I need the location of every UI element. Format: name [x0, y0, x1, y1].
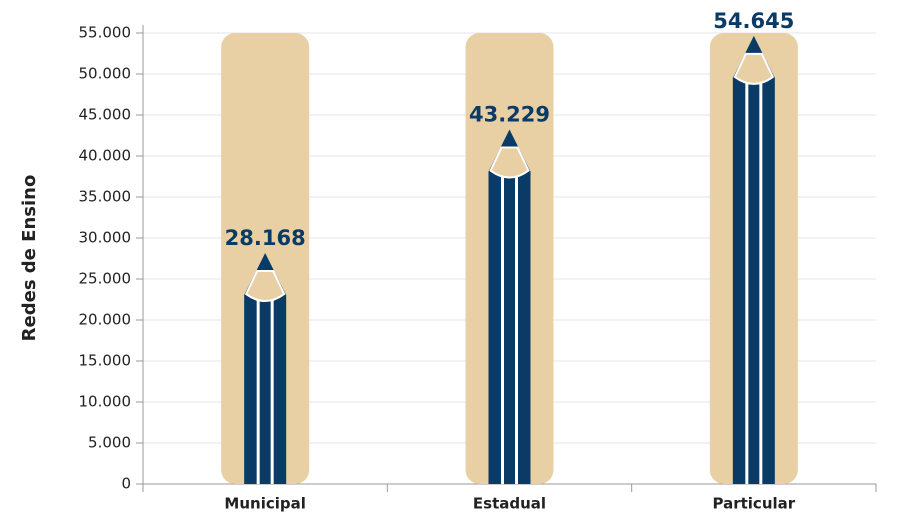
y-tick-label: 35.000 — [79, 188, 132, 206]
y-tick-label: 0 — [121, 475, 131, 493]
y-tick-label: 20.000 — [79, 311, 132, 329]
pencil-wood — [489, 146, 530, 179]
bar — [488, 129, 531, 484]
x-tick-label: Municipal — [224, 495, 305, 513]
y-tick-label: 40.000 — [79, 147, 132, 165]
x-tick-label: Estadual — [473, 495, 546, 513]
bar — [732, 35, 775, 484]
value-label: 54.645 — [713, 9, 794, 33]
pencil — [732, 35, 775, 484]
x-tick-label: Particular — [713, 495, 796, 513]
y-tick-label: 45.000 — [79, 106, 132, 124]
value-label: 43.229 — [469, 103, 550, 127]
pencil — [244, 253, 287, 484]
y-tick-label: 50.000 — [79, 65, 132, 83]
y-tick-label: 55.000 — [79, 24, 132, 42]
bar — [244, 253, 287, 484]
y-tick-label: 5.000 — [88, 434, 131, 452]
pencil-wood — [244, 270, 286, 303]
y-tick-label: 30.000 — [79, 229, 132, 247]
pencil — [488, 129, 531, 484]
y-axis-title: Redes de Ensino — [19, 175, 40, 342]
value-label: 28.168 — [225, 226, 306, 250]
pencil-wood — [733, 52, 775, 85]
y-tick-label: 10.000 — [79, 393, 132, 411]
y-tick-label: 25.000 — [79, 270, 132, 288]
y-tick-label: 15.000 — [79, 352, 132, 370]
